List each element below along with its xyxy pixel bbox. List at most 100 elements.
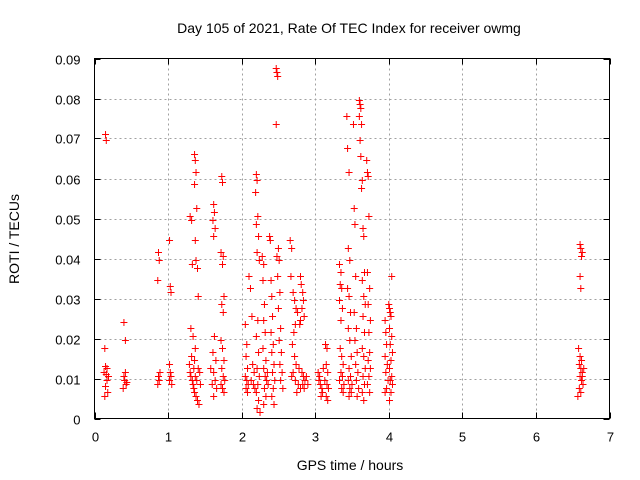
data-point	[288, 373, 296, 380]
data-point	[575, 361, 583, 368]
data-point	[297, 273, 304, 280]
data-point	[289, 289, 297, 296]
data-point	[365, 329, 373, 336]
data-point	[168, 381, 176, 388]
x-tick-label: 3	[312, 430, 319, 445]
data-point	[355, 385, 363, 392]
data-point	[260, 301, 268, 308]
data-point	[155, 377, 163, 384]
data-point	[287, 273, 295, 280]
data-point	[576, 273, 584, 280]
data-point	[100, 369, 108, 376]
data-point	[304, 381, 312, 388]
data-point	[188, 353, 196, 360]
data-point	[209, 349, 217, 356]
data-point	[363, 381, 371, 388]
data-point	[192, 393, 200, 400]
data-point	[358, 177, 366, 184]
data-point	[300, 385, 308, 392]
data-point	[155, 249, 163, 256]
data-point	[277, 325, 285, 332]
data-point	[210, 233, 218, 240]
data-point	[279, 385, 287, 392]
data-point	[268, 393, 276, 400]
data-point	[217, 337, 225, 344]
data-point	[250, 369, 258, 376]
data-point	[261, 373, 269, 380]
data-point	[318, 385, 326, 392]
plot-frame	[94, 58, 610, 419]
data-point	[363, 169, 371, 176]
data-point	[213, 385, 221, 392]
data-point	[297, 317, 304, 324]
data-point	[191, 357, 199, 364]
y-tick-label: 0.07	[55, 132, 80, 147]
data-point	[278, 369, 286, 376]
data-point	[382, 369, 390, 376]
data-point	[263, 377, 271, 384]
data-point	[353, 393, 361, 400]
data-point	[323, 345, 331, 352]
data-point	[387, 357, 395, 364]
y-tick-label: 0.03	[55, 293, 80, 308]
data-point	[220, 357, 228, 364]
data-point	[123, 379, 131, 386]
data-point	[337, 269, 345, 276]
data-point	[346, 257, 354, 264]
data-point	[577, 285, 585, 292]
data-point	[340, 381, 348, 388]
data-point	[194, 265, 201, 272]
data-point	[344, 325, 352, 332]
data-point	[347, 389, 355, 396]
data-point	[191, 373, 199, 380]
data-point	[357, 105, 365, 112]
data-point	[260, 261, 268, 268]
data-point	[154, 381, 162, 388]
grid-layer	[94, 58, 610, 419]
data-point	[275, 337, 283, 344]
data-point	[356, 101, 364, 108]
data-point	[185, 361, 193, 368]
y-tick-label: 0	[73, 413, 80, 428]
data-point	[353, 349, 361, 356]
data-point	[338, 353, 346, 360]
data-point	[251, 385, 259, 392]
data-point	[338, 305, 346, 312]
data-point	[366, 285, 374, 292]
data-point	[352, 325, 360, 332]
data-point	[339, 361, 347, 368]
data-point	[386, 397, 394, 404]
data-point	[271, 377, 279, 384]
data-point	[274, 73, 282, 80]
data-point	[347, 373, 355, 380]
ticks-layer: 0 1 2 3 4 5 6 7 0 0.01 0.02 0.03 0.04 0.05 0.06 0.07 0.0…	[55, 53, 614, 445]
data-point	[256, 409, 264, 416]
data-point	[366, 365, 374, 372]
data-point	[186, 369, 194, 376]
data-point	[381, 353, 389, 360]
data-point	[196, 369, 204, 376]
data-point	[386, 309, 394, 316]
data-point	[277, 377, 285, 384]
data-point	[252, 389, 260, 396]
data-point	[191, 151, 199, 158]
data-point	[386, 365, 394, 372]
data-point	[191, 345, 199, 352]
data-point	[364, 173, 372, 180]
data-point	[255, 373, 263, 380]
data-point	[296, 321, 304, 328]
data-point	[252, 189, 260, 196]
y-tick-label: 0.08	[55, 93, 80, 108]
data-point	[101, 393, 109, 400]
y-tick-label: 0.01	[55, 373, 80, 388]
data-point	[166, 237, 174, 244]
data-point	[193, 205, 201, 212]
data-point	[348, 381, 356, 388]
data-point	[345, 365, 353, 372]
data-point	[344, 145, 352, 152]
data-point	[350, 309, 358, 316]
data-point	[189, 381, 197, 388]
data-point	[218, 173, 226, 180]
data-point	[335, 377, 343, 384]
data-point	[190, 385, 198, 392]
